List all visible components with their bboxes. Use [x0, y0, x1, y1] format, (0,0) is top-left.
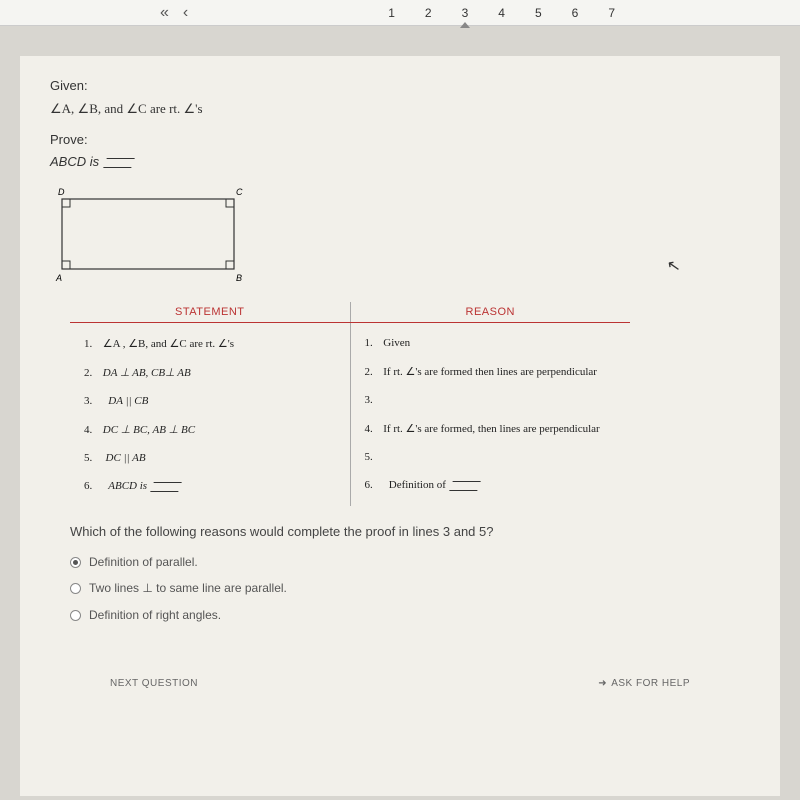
- label-a: A: [55, 273, 62, 283]
- reas-4: 4. If rt. ∠'s are formed, then lines are…: [365, 414, 621, 443]
- reas-5: 5.: [365, 443, 621, 471]
- stmt-1: 1. ∠A , ∠B, and ∠C are rt. ∠'s: [84, 329, 340, 358]
- reas-1: 1. Given: [365, 329, 621, 357]
- nav-prev-icon[interactable]: ‹: [183, 4, 188, 22]
- stmt-3: 3. DA || CB: [84, 387, 340, 415]
- page-numbers: 1 2 3 4 5 6 7: [388, 6, 615, 20]
- parallelogram-icon: [449, 481, 481, 491]
- proof-table: STATEMENT REASON 1. ∠A , ∠B, and ∠C are …: [70, 302, 630, 506]
- rectangle-svg: D C A B: [50, 183, 250, 283]
- option-label: Two lines ⊥ to same line are parallel.: [89, 581, 287, 596]
- label-c: C: [236, 187, 243, 197]
- nav-arrows: « ‹: [160, 4, 188, 22]
- options-group: Definition of parallel. Two lines ⊥ to s…: [70, 549, 750, 628]
- option-label: Definition of right angles.: [89, 608, 221, 622]
- top-nav: « ‹ 1 2 3 4 5 6 7: [0, 0, 800, 26]
- prove-label: Prove:: [50, 130, 750, 151]
- reas-6: 6. Definition of: [365, 471, 621, 499]
- prove-block: Prove: ABCD is: [50, 130, 750, 174]
- stmt-6: 6. ABCD is: [84, 472, 340, 500]
- given-label: Given:: [50, 76, 750, 97]
- given-text: ∠A, ∠B, and ∠C are rt. ∠'s: [50, 99, 750, 120]
- content-panel: ↖ Given: ∠A, ∠B, and ∠C are rt. ∠'s Prov…: [20, 56, 780, 796]
- given-block: Given: ∠A, ∠B, and ∠C are rt. ∠'s: [50, 76, 750, 120]
- page-num-7[interactable]: 7: [608, 6, 615, 20]
- radio-icon[interactable]: [70, 610, 81, 621]
- parallelogram-icon: [103, 158, 135, 168]
- page-num-4[interactable]: 4: [498, 6, 505, 20]
- proof-header: STATEMENT REASON: [70, 302, 630, 323]
- page-num-6[interactable]: 6: [572, 6, 579, 20]
- option-1[interactable]: Definition of parallel.: [70, 549, 750, 575]
- nav-first-icon[interactable]: «: [160, 4, 169, 22]
- header-statement: STATEMENT: [70, 302, 351, 322]
- page-num-5[interactable]: 5: [535, 6, 542, 20]
- ask-help-button[interactable]: ➜ ASK FOR HELP: [598, 678, 690, 689]
- next-question-button[interactable]: NEXT QUESTION: [110, 678, 198, 689]
- page-num-2[interactable]: 2: [425, 6, 432, 20]
- stmt-5: 5. DC || AB: [84, 444, 340, 472]
- figure-rectangle: D C A B: [50, 183, 750, 288]
- reas-2: 2. If rt. ∠'s are formed then lines are …: [365, 357, 621, 386]
- statements-column: 1. ∠A , ∠B, and ∠C are rt. ∠'s 2. DA ⊥ A…: [70, 323, 351, 506]
- label-b: B: [236, 273, 242, 283]
- option-3[interactable]: Definition of right angles.: [70, 602, 750, 628]
- page-num-1[interactable]: 1: [388, 6, 395, 20]
- cursor-icon: ↖: [665, 255, 682, 277]
- footer: NEXT QUESTION ➜ ASK FOR HELP: [110, 678, 690, 689]
- help-arrow-icon: ➜: [598, 678, 607, 689]
- question-text: Which of the following reasons would com…: [70, 524, 750, 539]
- prove-text: ABCD is: [50, 152, 750, 173]
- option-label: Definition of parallel.: [89, 555, 198, 569]
- page-num-3[interactable]: 3: [462, 6, 469, 20]
- parallelogram-icon: [150, 482, 182, 492]
- radio-icon[interactable]: [70, 557, 81, 568]
- radio-icon[interactable]: [70, 583, 81, 594]
- reas-3: 3.: [365, 386, 621, 414]
- option-2[interactable]: Two lines ⊥ to same line are parallel.: [70, 575, 750, 602]
- stmt-4: 4. DC ⊥ BC, AB ⊥ BC: [84, 415, 340, 444]
- header-reason: REASON: [351, 302, 631, 322]
- stmt-2: 2. DA ⊥ AB, CB⊥ AB: [84, 358, 340, 387]
- label-d: D: [58, 187, 65, 197]
- reasons-column: 1. Given 2. If rt. ∠'s are formed then l…: [351, 323, 631, 506]
